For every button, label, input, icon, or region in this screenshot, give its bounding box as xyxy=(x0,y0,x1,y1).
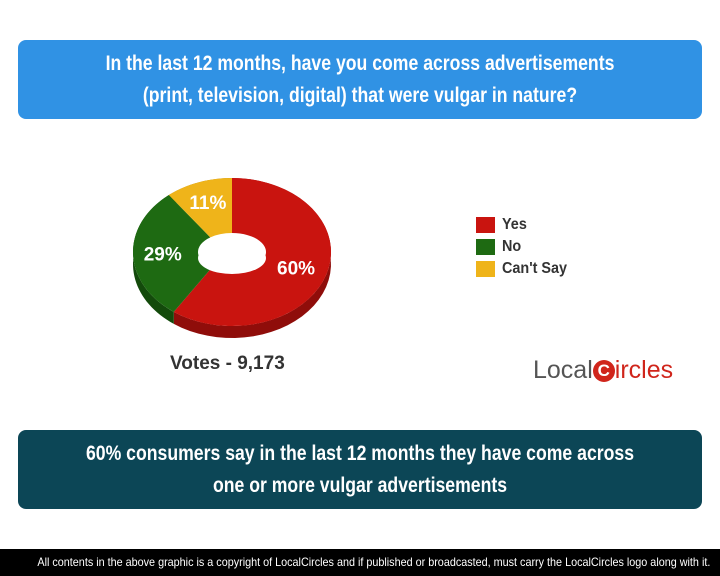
summary-text: 60% consumers say in the last 12 months … xyxy=(85,441,635,497)
legend: Yes No Can't Say xyxy=(476,214,574,280)
logo-pin-icon: C xyxy=(592,360,615,383)
question-text: In the last 12 months, have you come acr… xyxy=(105,51,615,107)
votes-count: Votes - 9,173 xyxy=(170,353,285,374)
legend-swatch-yes xyxy=(476,217,495,233)
slice-yes xyxy=(173,178,331,326)
legend-label-yes: Yes xyxy=(502,216,527,233)
legend-item-no: No xyxy=(476,236,574,258)
logo-text-local: Local xyxy=(533,356,593,384)
legend-item-yes: Yes xyxy=(476,214,574,236)
slice-no xyxy=(133,194,213,312)
legend-label-cant-say: Can't Say xyxy=(502,260,568,277)
data-label-no: 29% xyxy=(144,245,182,266)
question-banner: In the last 12 months, have you come acr… xyxy=(18,40,702,119)
summary-banner: 60% consumers say in the last 12 months … xyxy=(18,430,702,509)
legend-item-cant-say: Can't Say xyxy=(476,258,574,280)
data-label-yes: 60% xyxy=(277,259,315,280)
legend-swatch-cant-say xyxy=(476,261,495,277)
data-label-cantsay: 11% xyxy=(189,193,226,214)
legend-label-no: No xyxy=(502,238,522,255)
slice-side-yes xyxy=(173,178,331,338)
copyright-footer: All contents in the above graphic is a c… xyxy=(0,549,720,576)
logo-text-ircles: ircles xyxy=(614,356,674,384)
copyright-text: All contents in the above graphic is a c… xyxy=(37,555,711,569)
donut-chart: 60% 29% 11% xyxy=(133,178,331,338)
slice-cantsay xyxy=(168,178,232,238)
donut-hole xyxy=(198,242,266,274)
legend-swatch-no xyxy=(476,239,495,255)
